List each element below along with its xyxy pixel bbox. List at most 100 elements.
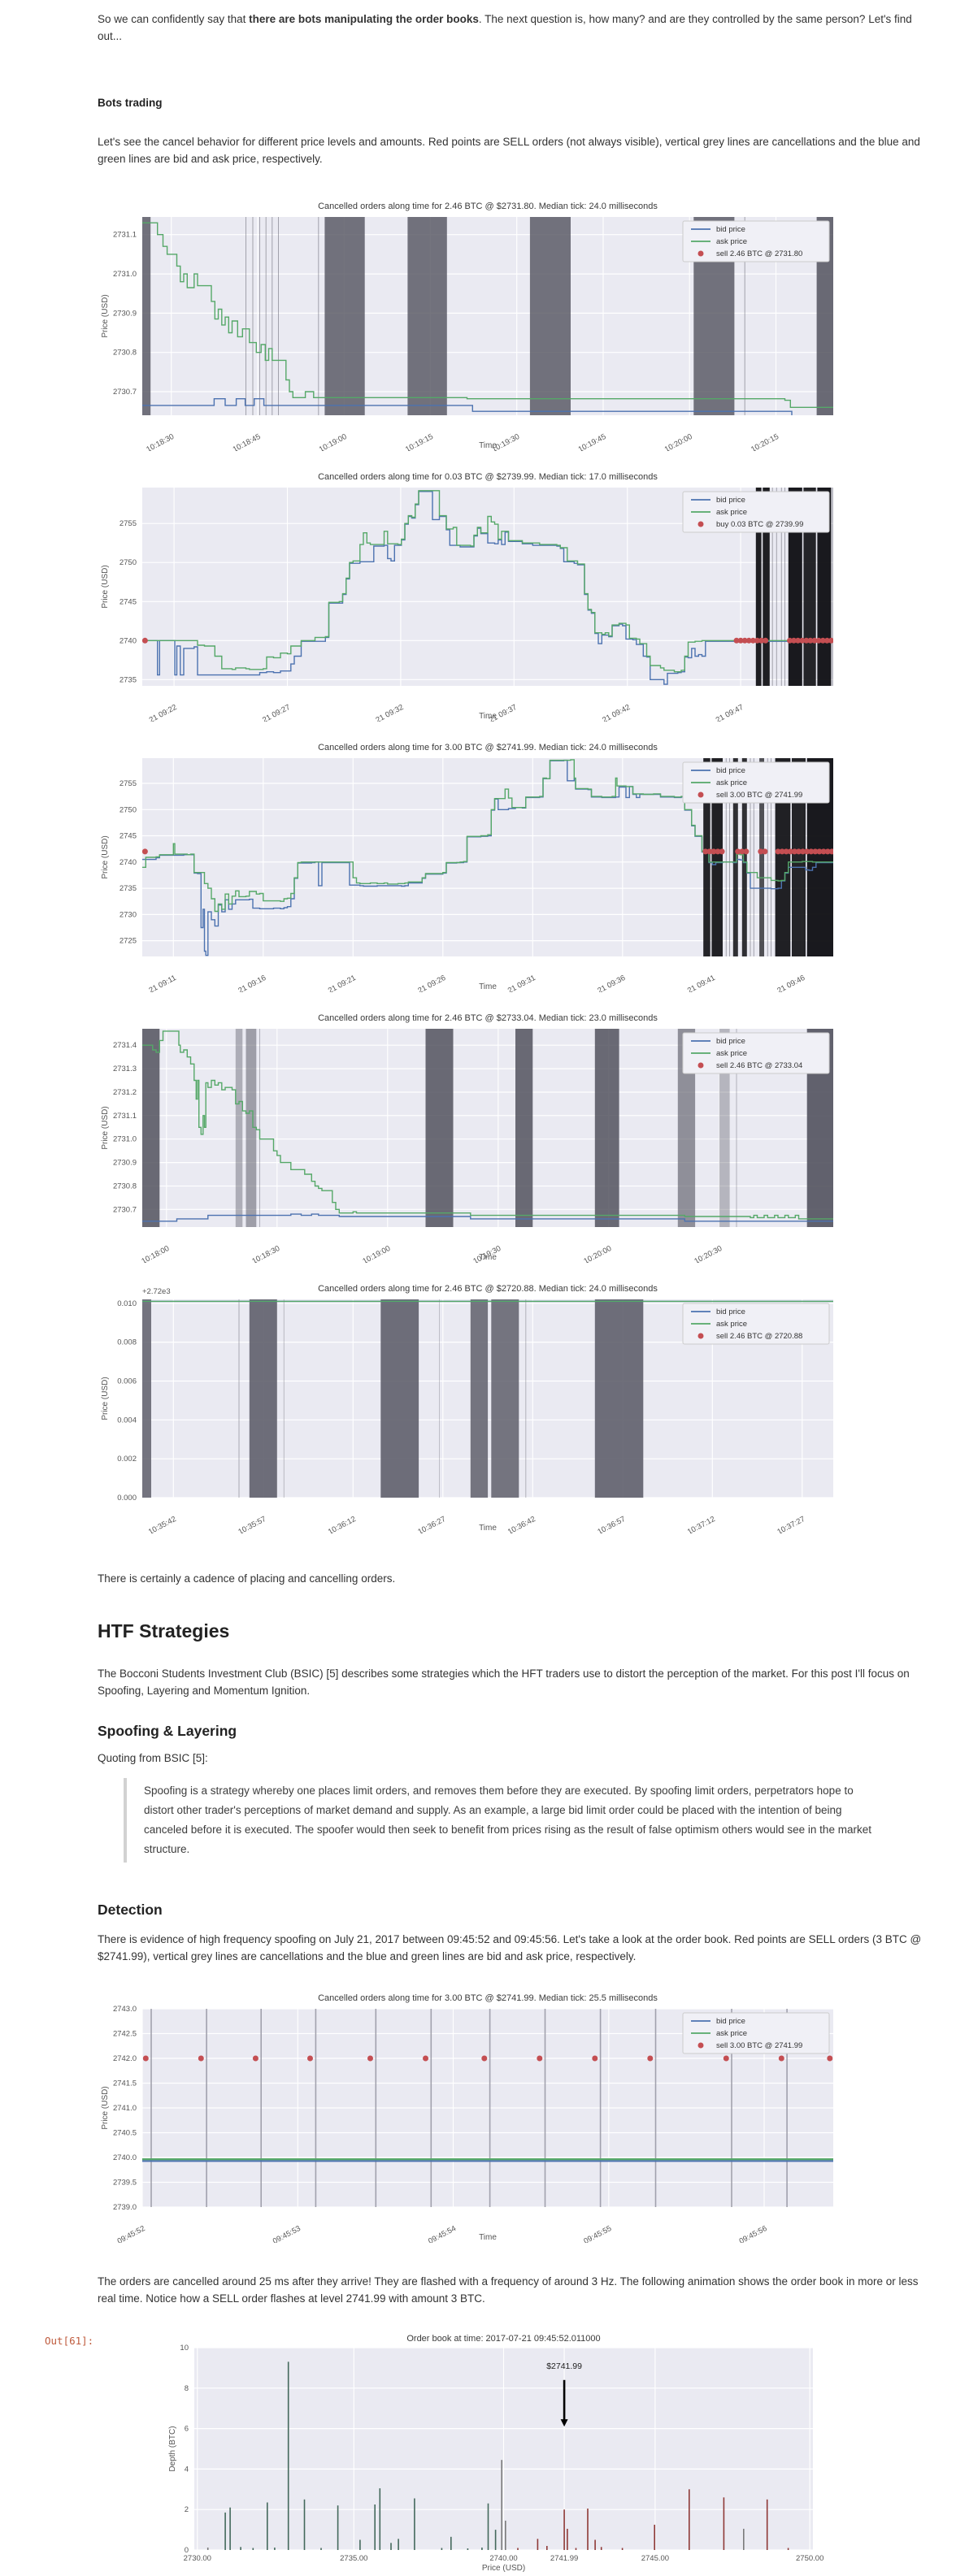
svg-text:Price (USD): Price (USD) [101,835,110,878]
svg-text:2730.8: 2730.8 [113,1182,137,1191]
svg-text:2755: 2755 [120,779,137,788]
spoofing-layering-heading: Spoofing & Layering [98,1723,237,1739]
svg-text:21 09:36: 21 09:36 [596,974,627,992]
svg-text:21 09:42: 21 09:42 [601,703,632,722]
chart-cancelled-orders-2731-80-svg: 2730.7 2730.8 2730.9 2731.0 2731.1 bid price a… [101,202,833,451]
svg-text:10:20:00: 10:20:00 [663,432,694,451]
chart-cancelled-orders-2720-88: 0.000 0.002 0.004 0.006 0.008 0.010 bid price a… [77,1280,956,1533]
chart-spoofing-detection: 2739.0 2739.5 2740.0 2740.5 2741.0 2741.5 2742… [77,1989,956,2243]
svg-text:Price (USD): Price (USD) [101,2086,110,2129]
svg-text:10:18:00: 10:18:00 [140,1244,171,1263]
intro-paragraph: So we can confidently say that there are… [98,0,923,45]
svg-text:Time: Time [479,712,497,721]
svg-text:Price (USD): Price (USD) [101,565,110,608]
svg-text:Price (USD): Price (USD) [101,1377,110,1420]
intro-text-pre: So we can confidently say that [98,13,250,25]
out-prompt: Out[61]: [45,2335,94,2347]
svg-text:2755: 2755 [120,519,137,528]
svg-text:sell 2.46 BTC @ 2733.04: sell 2.46 BTC @ 2733.04 [716,1061,802,1070]
chart-cancelled-orders-2720-88-svg: 0.000 0.002 0.004 0.006 0.008 0.010 bid price a… [101,1284,833,1533]
svg-text:10:19:00: 10:19:00 [361,1244,392,1263]
chart-cancelled-orders-2739-99-svg: 2735 2740 2745 2750 2755 bid price ask price bu… [101,472,833,722]
svg-text:2730.9: 2730.9 [113,1159,137,1168]
svg-text:2743.0: 2743.0 [113,2005,137,2014]
detection-heading: Detection [98,1902,163,1918]
svg-text:Time: Time [479,982,497,991]
chart-cancelled-orders-2739-99: 2735 2740 2745 2750 2755 bid price ask price bu… [77,468,956,722]
svg-text:2740.5: 2740.5 [113,2129,137,2138]
svg-text:2745.00: 2745.00 [641,2554,669,2563]
svg-text:Cancelled orders along time fo: Cancelled orders along time for 2.46 BTC… [318,202,658,211]
svg-text:buy 0.03 BTC @ 2739.99: buy 0.03 BTC @ 2739.99 [716,520,803,529]
svg-text:2735: 2735 [120,675,137,684]
svg-text:ask price: ask price [716,1049,747,1058]
svg-text:2741.0: 2741.0 [113,2104,137,2113]
chart-cancelled-orders-2733-04: 2730.7 2730.8 2730.9 2731.0 2731.1 2731.2 2731… [77,1009,956,1263]
svg-text:10:20:30: 10:20:30 [693,1244,724,1263]
svg-text:bid price: bid price [716,1308,745,1316]
svg-text:10: 10 [180,2344,189,2353]
svg-text:2739.0: 2739.0 [113,2203,137,2212]
svg-text:10:36:27: 10:36:27 [416,1515,447,1533]
svg-text:10:37:27: 10:37:27 [776,1515,806,1533]
svg-text:2731.3: 2731.3 [113,1065,137,1073]
svg-text:0.000: 0.000 [117,1494,137,1503]
svg-text:21 09:31: 21 09:31 [506,974,537,992]
svg-text:Depth (BTC): Depth (BTC) [168,2426,177,2471]
svg-text:bid price: bid price [716,496,745,505]
svg-text:10:36:12: 10:36:12 [327,1515,358,1533]
svg-text:10:35:42: 10:35:42 [147,1515,178,1533]
svg-text:2730: 2730 [120,910,137,919]
svg-text:6: 6 [185,2425,189,2434]
svg-text:10:18:30: 10:18:30 [250,1244,281,1263]
svg-text:Time: Time [479,1253,497,1262]
svg-text:10:19:15: 10:19:15 [404,432,435,451]
svg-text:09:45:54: 09:45:54 [427,2224,458,2243]
svg-text:Price (USD): Price (USD) [101,1106,110,1149]
bots-trading-heading: Bots trading [98,97,163,109]
chart-cancelled-orders-2733-04-svg: 2730.7 2730.8 2730.9 2731.0 2731.1 2731.2 2731… [101,1013,833,1263]
svg-text:ask price: ask price [716,1320,747,1329]
svg-text:bid price: bid price [716,2017,745,2026]
svg-text:2745: 2745 [120,832,137,841]
svg-text:2740.00: 2740.00 [489,2554,517,2563]
svg-text:8: 8 [185,2384,189,2393]
bsic-blockquote: Spoofing is a strategy whereby one place… [124,1778,880,1863]
svg-text:21 09:27: 21 09:27 [261,703,292,722]
svg-text:Cancelled orders along time fo: Cancelled orders along time for 0.03 BTC… [318,472,658,482]
svg-text:2740: 2740 [120,636,137,645]
quoting-line: Quoting from BSIC [5]: [98,1752,208,1764]
svg-text:sell 2.46 BTC @ 2720.88: sell 2.46 BTC @ 2720.88 [716,1332,802,1341]
chart-spoofing-detection-svg: 2739.0 2739.5 2740.0 2740.5 2741.0 2741.5 2742… [101,1993,833,2243]
chart-cancelled-orders-2741-99-svg: 2725 2730 2735 2740 2745 2750 2755 bid price ask… [101,743,833,992]
svg-text:0.010: 0.010 [117,1299,137,1308]
svg-text:2725: 2725 [120,937,137,946]
svg-text:Price (USD): Price (USD) [482,2564,525,2573]
svg-text:bid price: bid price [716,1037,745,1046]
svg-text:2740.0: 2740.0 [113,2153,137,2162]
svg-text:sell 3.00 BTC @ 2741.99: sell 3.00 BTC @ 2741.99 [716,791,802,800]
svg-text:2750.00: 2750.00 [796,2554,823,2563]
svg-text:21 09:26: 21 09:26 [416,974,447,992]
svg-text:10:20:00: 10:20:00 [582,1244,613,1263]
svg-text:2730.7: 2730.7 [113,1205,137,1214]
chart-cancelled-orders-2741-99: 2725 2730 2735 2740 2745 2750 2755 bid price ask… [77,739,956,992]
svg-text:0.004: 0.004 [117,1416,137,1425]
svg-text:2745: 2745 [120,597,137,606]
svg-text:$2741.99: $2741.99 [546,2361,582,2371]
svg-text:Cancelled orders along time fo: Cancelled orders along time for 2.46 BTC… [318,1013,658,1023]
intro-text-post: . The next question is, how many? and ar… [98,13,912,42]
svg-text:Cancelled orders along time fo: Cancelled orders along time for 2.46 BTC… [318,1284,658,1294]
svg-text:10:37:12: 10:37:12 [686,1515,717,1533]
htf-strategies-heading: HTF Strategies [98,1620,230,1641]
svg-text:21 09:22: 21 09:22 [148,703,179,722]
svg-text:ask price: ask price [716,778,747,787]
svg-text:21 09:16: 21 09:16 [237,974,267,992]
svg-text:2739.5: 2739.5 [113,2179,137,2188]
svg-text:0: 0 [185,2546,189,2555]
svg-text:09:45:53: 09:45:53 [272,2224,302,2243]
svg-text:21 09:46: 21 09:46 [776,974,806,992]
svg-text:Cancelled orders along time fo: Cancelled orders along time for 3.00 BTC… [318,743,658,752]
svg-text:Time: Time [479,2233,497,2242]
chart-order-book-depth-svg: 0 2 4 6 8 10 $2741.99 Order book at time: 2017-… [168,2334,823,2573]
